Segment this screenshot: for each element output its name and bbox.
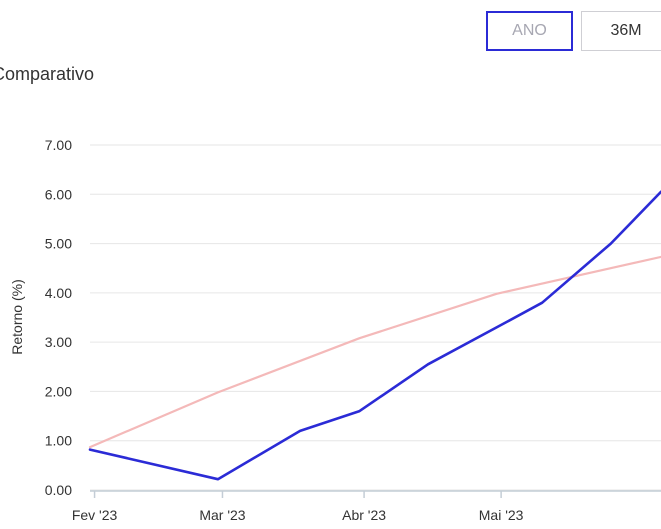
series-line-benchmark: [88, 255, 661, 449]
grid-lines: [90, 144, 661, 491]
y-axis-ticks: 0.00 1.00 2.00 3.00 4.00 5.00 6.00 7.00: [45, 137, 72, 498]
period-ano-button[interactable]: ANO: [486, 11, 573, 51]
y-tick-label: 3.00: [45, 334, 72, 350]
chart-series: [88, 190, 661, 481]
y-tick-label: 0.00: [45, 482, 72, 498]
y-tick-label: 6.00: [45, 186, 72, 202]
data-point: [609, 242, 612, 245]
y-tick-label: 4.00: [45, 285, 72, 301]
y-tick-label: 5.00: [45, 236, 72, 252]
section-title: Comparativo: [0, 64, 95, 84]
data-point: [358, 337, 361, 340]
period-36m-button[interactable]: 36M: [581, 11, 661, 51]
data-point: [495, 293, 498, 295]
data-point: [89, 446, 91, 448]
y-tick-label: 2.00: [45, 383, 72, 399]
data-point: [541, 301, 544, 304]
y-tick-label: 1.00: [45, 433, 72, 449]
data-point: [89, 448, 91, 451]
data-point: [427, 363, 429, 366]
data-point: [358, 410, 361, 412]
period-toggle: ANO 36M: [486, 11, 661, 51]
data-point: [217, 478, 219, 480]
x-tick-label: Abr '23: [342, 507, 386, 523]
y-axis-label: Retorno (%): [9, 279, 25, 354]
x-tick-label: Fev '23: [72, 507, 118, 523]
x-tick-label: Mai '23: [479, 507, 524, 523]
series-line-primary: [88, 190, 661, 481]
x-tick-label: Mar '23: [199, 507, 245, 523]
data-point: [217, 391, 219, 394]
y-tick-label: 7.00: [45, 137, 72, 153]
data-point: [495, 326, 498, 329]
data-point: [299, 430, 301, 432]
x-axis: Fev '23 Mar '23 Abr '23 Mai '23: [72, 490, 661, 523]
